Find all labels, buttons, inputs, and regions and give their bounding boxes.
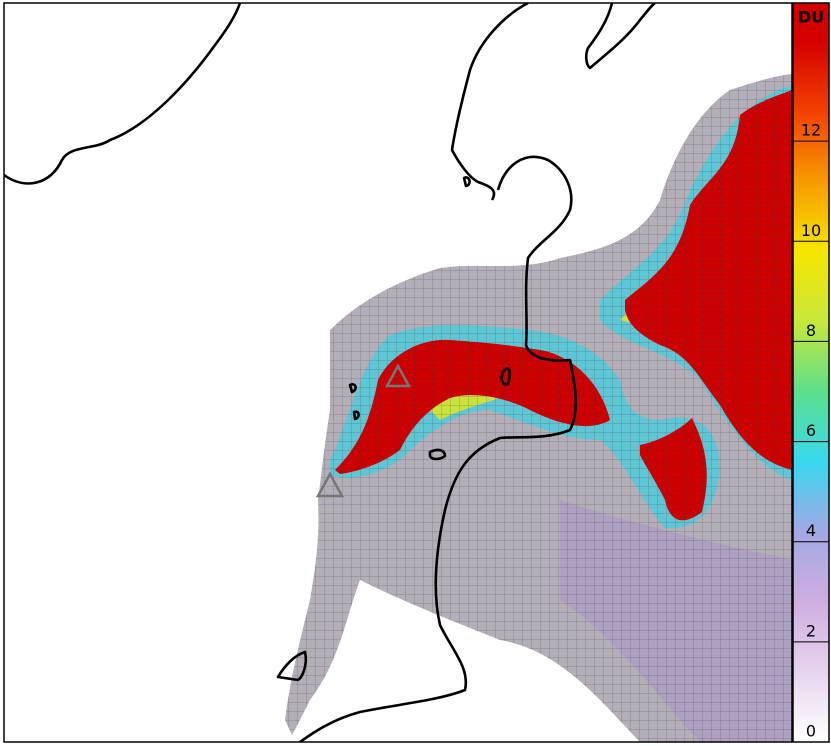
- colorbar-tick-label: 4: [806, 521, 816, 540]
- colorbar-tick-label: 0: [806, 722, 816, 741]
- colorbar-label: DU: [798, 8, 824, 27]
- plume: [4, 3, 792, 742]
- colorbar-tick-label: 2: [806, 621, 816, 640]
- colorbar-frame: [792, 2, 830, 743]
- colorbar-tick-label: 8: [806, 321, 816, 340]
- colorbar-tick-label: 6: [806, 421, 816, 440]
- colorbar: DU 0 2 4 6 8 10 12: [792, 2, 830, 743]
- volcano-marker: [315, 471, 345, 498]
- coastline: [4, 3, 242, 185]
- island: [276, 650, 308, 682]
- map-frame: [3, 2, 793, 743]
- colorbar-head: [793, 3, 829, 41]
- coastline: [299, 3, 578, 742]
- island: [428, 448, 447, 461]
- plume-grid: [285, 74, 792, 742]
- coastline: [584, 3, 656, 70]
- colorbar-tick-label: 12: [801, 121, 821, 140]
- island: [348, 176, 511, 421]
- colorbar-scale: [793, 41, 829, 742]
- colorbar-tick-label: 10: [801, 221, 821, 240]
- volcano-marker: [384, 363, 412, 388]
